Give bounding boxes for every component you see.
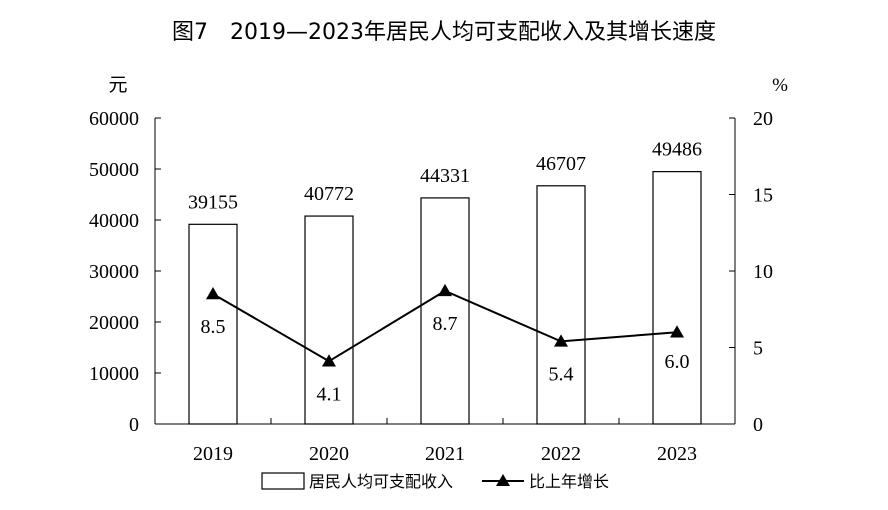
growth-point-marker bbox=[670, 325, 684, 338]
bar-value-label: 39155 bbox=[188, 191, 238, 213]
right-tick-label: 15 bbox=[753, 185, 773, 207]
growth-value-label: 8.7 bbox=[433, 313, 458, 335]
x-tick-label: 2021 bbox=[425, 443, 465, 465]
legend-line-marker bbox=[496, 474, 510, 486]
bar-value-label: 49486 bbox=[652, 139, 702, 161]
growth-point-marker bbox=[206, 286, 220, 300]
right-tick-label: 10 bbox=[753, 261, 773, 283]
growth-value-label: 6.0 bbox=[665, 351, 690, 373]
growth-point-marker bbox=[438, 283, 452, 297]
left-tick-label: 40000 bbox=[89, 210, 139, 232]
bar bbox=[536, 185, 586, 425]
bar-value-label: 40772 bbox=[304, 183, 354, 205]
x-tick-label: 2022 bbox=[541, 443, 581, 465]
bar bbox=[420, 197, 470, 425]
legend-bar-swatch bbox=[261, 472, 305, 490]
growth-value-label: 5.4 bbox=[549, 363, 574, 385]
growth-value-label: 4.1 bbox=[317, 383, 342, 405]
left-tick-label: 20000 bbox=[89, 312, 139, 334]
bar bbox=[652, 171, 702, 425]
left-tick-label: 10000 bbox=[89, 363, 139, 385]
bar bbox=[304, 215, 354, 425]
chart-title: 图7 2019—2023年居民人均可支配收入及其增长速度 bbox=[172, 20, 716, 45]
growth-point-marker bbox=[554, 334, 568, 347]
growth-point-marker bbox=[322, 354, 336, 367]
right-tick-label: 20 bbox=[753, 108, 773, 130]
left-tick-label: 50000 bbox=[89, 159, 139, 181]
right-axis-unit: % bbox=[772, 75, 788, 96]
left-tick-label: 60000 bbox=[89, 108, 139, 130]
right-tick-label: 0 bbox=[753, 414, 763, 436]
left-axis-unit: 元 bbox=[108, 74, 127, 96]
right-tick-label: 5 bbox=[753, 338, 763, 360]
x-tick-label: 2020 bbox=[309, 443, 349, 465]
left-tick-label: 0 bbox=[129, 414, 139, 436]
left-tick-label: 30000 bbox=[89, 261, 139, 283]
growth-value-label: 8.5 bbox=[201, 316, 226, 338]
x-tick-label: 2019 bbox=[193, 443, 233, 465]
legend-line-label: 比上年增长 bbox=[529, 472, 609, 491]
legend-bar-label: 居民人均可支配收入 bbox=[309, 472, 453, 491]
bar-value-label: 46707 bbox=[536, 153, 586, 175]
bar bbox=[188, 223, 238, 425]
bar-value-label: 44331 bbox=[420, 165, 470, 187]
x-tick-label: 2023 bbox=[657, 443, 697, 465]
